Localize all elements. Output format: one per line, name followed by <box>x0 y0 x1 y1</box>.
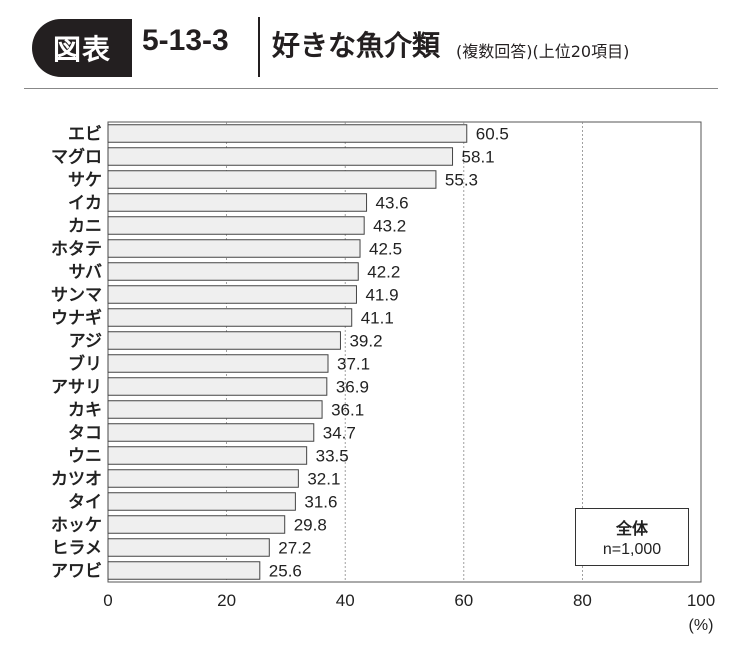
x-tick-label: 40 <box>336 591 355 610</box>
value-label: 33.5 <box>316 447 349 466</box>
category-label: ウニ <box>68 447 102 467</box>
category-label: イカ <box>68 194 102 214</box>
legend-sample-size: n=1,000 <box>602 541 662 558</box>
value-label: 39.2 <box>349 332 382 351</box>
legend-title: 全体 <box>615 519 648 538</box>
category-label: マグロ <box>51 147 102 168</box>
category-label: アワビ <box>51 562 102 582</box>
header-rule <box>24 88 718 89</box>
bar <box>107 354 329 373</box>
category-label: アサリ <box>51 378 102 398</box>
value-label: 32.1 <box>307 470 340 489</box>
figure-badge: 図表 <box>32 19 132 77</box>
category-label: カニ <box>68 217 102 237</box>
bar <box>107 216 365 235</box>
category-label: カキ <box>68 401 102 421</box>
bar <box>107 262 359 281</box>
value-label: 37.1 <box>337 355 370 374</box>
chart-title: 好きな魚介類 <box>272 29 441 62</box>
chart-header: 図表 5-13-3 好きな魚介類 (複数回答)(上位20項目) <box>0 0 739 92</box>
category-label: サバ <box>69 263 102 283</box>
category-label: エビ <box>68 125 102 145</box>
bar <box>107 377 328 396</box>
bar <box>107 308 353 327</box>
value-label: 60.5 <box>476 125 509 144</box>
bar <box>107 446 308 465</box>
bar <box>107 170 437 189</box>
category-label: サンマ <box>51 286 102 306</box>
bar <box>107 331 341 350</box>
chart-subtitle: (複数回答)(上位20項目) <box>456 42 630 61</box>
value-label: 41.9 <box>365 286 398 305</box>
category-label: ホタテ <box>51 240 102 260</box>
value-label: 42.2 <box>367 263 400 282</box>
figure-number: 5-13-3 <box>142 24 229 57</box>
value-label: 29.8 <box>294 516 327 535</box>
bar <box>107 400 323 419</box>
bar <box>107 515 286 534</box>
bar <box>107 285 357 304</box>
x-tick-label: 20 <box>217 591 236 610</box>
category-label: タコ <box>68 424 102 444</box>
value-label: 43.2 <box>373 217 406 236</box>
x-tick-label: 60 <box>454 591 473 610</box>
x-tick-label: 80 <box>573 591 592 610</box>
category-label: サケ <box>68 171 102 191</box>
bar <box>107 561 261 580</box>
bar <box>107 147 454 166</box>
value-label: 41.1 <box>361 309 394 328</box>
category-label: ウナギ <box>51 309 102 329</box>
header-divider <box>258 17 260 77</box>
value-label: 36.9 <box>336 378 369 397</box>
value-label: 31.6 <box>304 493 337 512</box>
category-label: ヒラメ <box>52 539 103 559</box>
value-label: 27.2 <box>278 539 311 558</box>
bar-chart: 0 20 40 60 80 100 (%) エビ 60.5 マグロ 58.1 サケ 55.3 イカ 43.6… <box>51 121 715 634</box>
value-label: 34.7 <box>323 424 356 443</box>
bar <box>107 193 368 212</box>
legend-box: 全体 n=1,000 <box>575 508 689 566</box>
value-label: 43.6 <box>376 194 409 213</box>
x-tick-label: 0 <box>103 591 112 610</box>
category-label: カツオ <box>51 470 102 490</box>
category-label: ホッケ <box>51 516 102 536</box>
bar <box>107 423 315 442</box>
bar <box>107 469 299 488</box>
x-axis-unit: (%) <box>689 617 714 634</box>
category-label: ブリ <box>68 354 102 375</box>
value-label: 25.6 <box>269 562 302 581</box>
value-label: 58.1 <box>462 148 495 167</box>
x-tick-label: 100 <box>687 591 715 610</box>
category-label: タイ <box>68 493 102 513</box>
bar <box>107 492 296 511</box>
value-label: 36.1 <box>331 401 364 420</box>
value-label: 55.3 <box>445 171 478 190</box>
bar <box>107 124 468 143</box>
category-label: アジ <box>69 332 102 352</box>
bar <box>107 239 361 258</box>
value-label: 42.5 <box>369 240 402 259</box>
bar <box>107 538 270 557</box>
